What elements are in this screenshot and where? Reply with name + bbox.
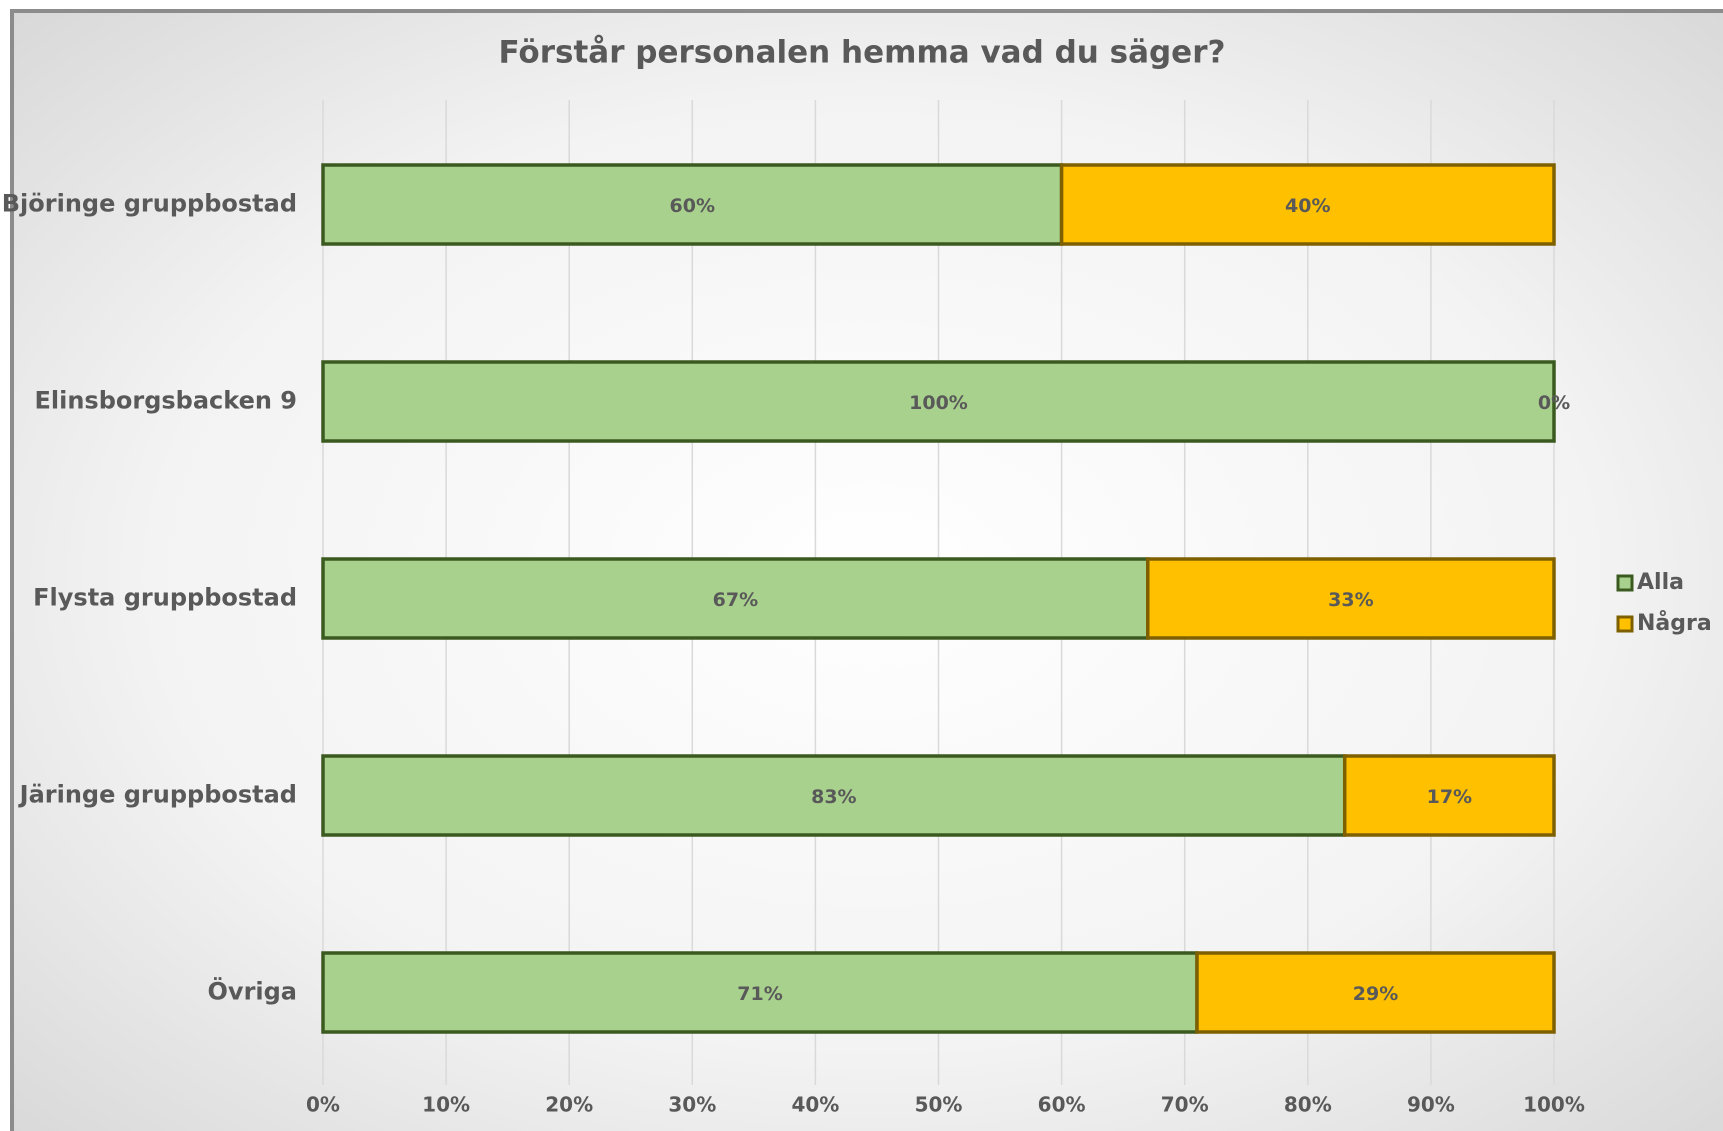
- x-tick-label: 0%: [306, 1093, 340, 1117]
- bar-segment: [321, 951, 1199, 1034]
- data-label: 67%: [713, 589, 758, 611]
- x-tick-label: 40%: [791, 1093, 839, 1117]
- data-label: 40%: [1285, 195, 1330, 217]
- bar-segment: [1195, 951, 1556, 1034]
- legend-label: Alla: [1637, 570, 1684, 595]
- x-tick-label: 80%: [1284, 1093, 1332, 1117]
- bar-segment: [1342, 754, 1556, 837]
- bar-segment: [321, 557, 1150, 640]
- y-tick-label: Flysta gruppbostad: [33, 584, 297, 612]
- legend-swatch: [1616, 615, 1634, 633]
- bar-segment: [321, 163, 1064, 246]
- y-tick-label: Björinge gruppbostad: [2, 190, 297, 218]
- data-label: 0%: [1538, 392, 1570, 414]
- x-tick-label: 60%: [1038, 1093, 1086, 1117]
- x-tick-label: 20%: [545, 1093, 593, 1117]
- x-tick-label: 100%: [1523, 1093, 1585, 1117]
- x-tick-label: 70%: [1161, 1093, 1209, 1117]
- data-label: 29%: [1353, 983, 1398, 1005]
- data-label: 33%: [1328, 589, 1373, 611]
- data-label: 83%: [811, 786, 856, 808]
- chart-title: Förstår personalen hemma vad du säger?: [499, 35, 1226, 71]
- bar-segment: [1059, 163, 1556, 246]
- legend-swatch: [1616, 574, 1634, 592]
- y-tick-label: Elinsborgsbacken 9: [34, 387, 297, 415]
- data-label: 71%: [737, 983, 782, 1005]
- legend-label: Några: [1637, 610, 1712, 636]
- x-tick-label: 30%: [668, 1093, 716, 1117]
- bar-segment: [1146, 557, 1556, 640]
- y-tick-label: Järinge gruppbostad: [18, 781, 297, 809]
- x-tick-label: 90%: [1407, 1093, 1455, 1117]
- bar-segment: [321, 360, 1556, 443]
- y-tick-label: Övriga: [208, 976, 297, 1006]
- bar-segment: [321, 754, 1347, 837]
- data-label: 60%: [670, 195, 715, 217]
- data-label: 100%: [909, 392, 968, 414]
- x-tick-label: 50%: [915, 1093, 963, 1117]
- data-label: 17%: [1427, 786, 1472, 808]
- x-tick-label: 10%: [422, 1093, 470, 1117]
